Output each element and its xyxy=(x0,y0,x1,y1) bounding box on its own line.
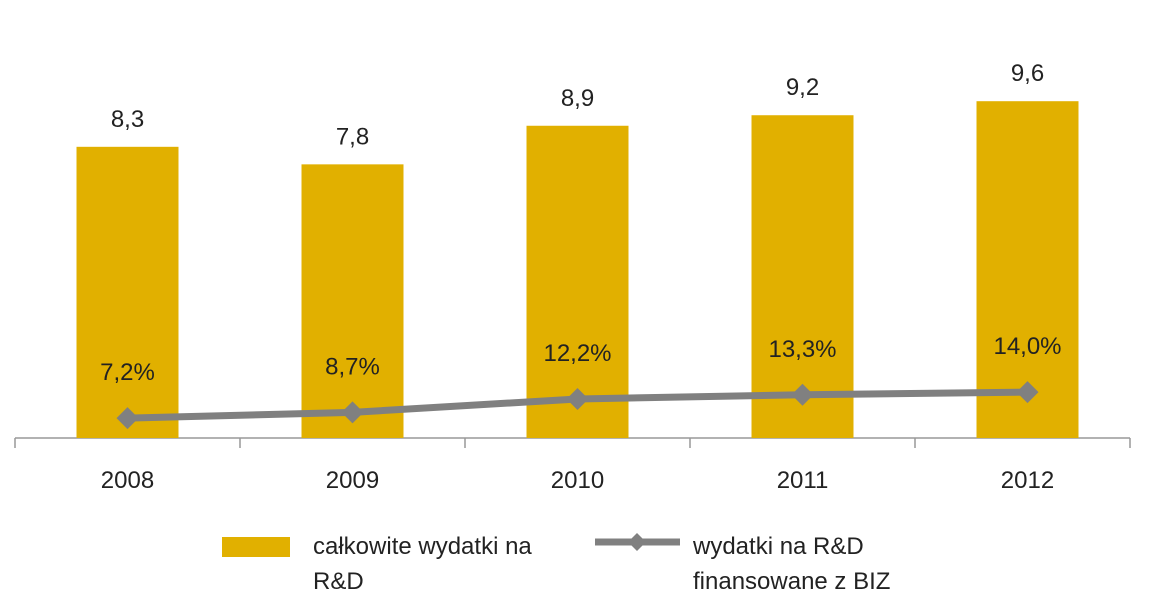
bar xyxy=(526,125,629,438)
bar-value-label: 8,3 xyxy=(111,106,144,133)
line-marker xyxy=(791,383,814,406)
x-tick-label: 2012 xyxy=(1001,467,1054,494)
line-marker xyxy=(116,407,139,430)
legend-swatch xyxy=(628,533,646,551)
line-value-label: 13,3% xyxy=(768,336,836,363)
bar xyxy=(301,164,404,438)
line-value-label: 7,2% xyxy=(100,359,155,386)
line-marker xyxy=(566,387,589,410)
line-value-label: 14,0% xyxy=(993,333,1061,360)
line-marker xyxy=(1016,381,1039,404)
legend-swatch xyxy=(222,537,290,557)
bar-value-label: 8,9 xyxy=(561,85,594,112)
bar-value-label: 7,8 xyxy=(336,123,369,150)
line-value-label: 8,7% xyxy=(325,353,380,380)
bar xyxy=(76,146,179,438)
bar-value-label: 9,6 xyxy=(1011,60,1044,87)
x-tick-label: 2008 xyxy=(101,467,154,494)
x-tick-label: 2011 xyxy=(777,467,829,494)
bar-value-label: 9,2 xyxy=(786,74,819,101)
x-tick-label: 2009 xyxy=(326,467,379,494)
legend-label: wydatki na R&D finansowane z BIZ xyxy=(693,533,891,595)
line-marker xyxy=(341,401,364,424)
line-value-label: 12,2% xyxy=(543,340,611,367)
x-tick-label: 2010 xyxy=(551,467,604,494)
legend-label: całkowite wydatki na R&D xyxy=(313,533,532,595)
